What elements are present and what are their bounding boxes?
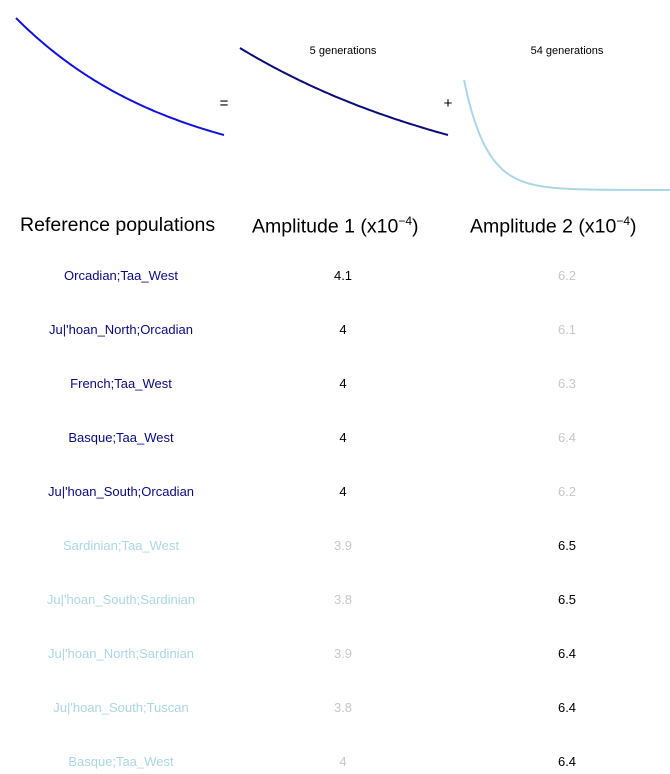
equals-sign: =	[219, 95, 229, 112]
population-name: Ju|'hoan_South;Tuscan	[53, 700, 189, 715]
component-2-decay-curve	[463, 79, 670, 191]
population-name: Ju|'hoan_South;Sardinian	[46, 592, 196, 607]
amplitude-2-header-close: )	[630, 215, 637, 238]
population-name: Ju|'hoan_North;Orcadian	[49, 322, 193, 337]
amplitude-1-value: 4	[339, 430, 347, 445]
amplitude-2-value: 6.2	[557, 484, 577, 499]
population-name: French;Taa_West	[70, 376, 172, 391]
amplitude-2-header: Amplitude 2 (x10−4)	[470, 214, 637, 239]
amplitude-2-value: 6.5	[557, 538, 577, 553]
amplitude-1-header-exponent: −4	[398, 214, 413, 228]
amplitude-1-value: 4	[339, 322, 347, 337]
component-1-label: 5 generations	[309, 45, 377, 57]
amplitude-2-value: 6.1	[557, 322, 577, 337]
amplitude-1-value: 3.9	[333, 646, 353, 661]
table-row: Basque;Taa_West 4 6.4	[0, 754, 670, 774]
amplitude-1-header-text: Amplitude 1 (x10	[252, 215, 399, 238]
amplitude-1-header-close: )	[412, 215, 419, 238]
reference-populations-header: Reference populations	[20, 214, 216, 236]
total-decay-curve	[15, 17, 225, 136]
table-row: Ju|'hoan_North;Orcadian 4 6.1	[0, 322, 670, 342]
amplitude-2-value: 6.3	[557, 376, 577, 391]
table-row: French;Taa_West 4 6.3	[0, 376, 670, 396]
population-name: Basque;Taa_West	[68, 754, 174, 769]
population-name: Ju|'hoan_North;Sardinian	[47, 646, 195, 661]
table-row: Ju|'hoan_South;Tuscan 3.8 6.4	[0, 700, 670, 720]
amplitude-2-value: 6.4	[557, 646, 577, 661]
table-row: Ju|'hoan_South;Orcadian 4 6.2	[0, 484, 670, 504]
table-row: Basque;Taa_West 4 6.4	[0, 430, 670, 450]
table-row: Ju|'hoan_North;Sardinian 3.9 6.4	[0, 646, 670, 666]
amplitude-1-value: 4	[339, 376, 347, 391]
population-name: Basque;Taa_West	[68, 430, 174, 445]
component-2-label: 54 generations	[530, 45, 604, 57]
amplitude-1-header: Amplitude 1 (x10−4)	[252, 214, 419, 239]
decay-curves-panel	[15, 17, 670, 191]
table-row: Orcadian;Taa_West 4.1 6.2	[0, 268, 670, 288]
amplitude-2-value: 6.4	[557, 700, 577, 715]
amplitude-1-value: 3.9	[333, 538, 353, 553]
amplitude-2-header-exponent: −4	[616, 214, 631, 228]
amplitude-2-value: 6.4	[557, 754, 577, 769]
table-row: Sardinian;Taa_West 3.9 6.5	[0, 538, 670, 558]
amplitude-2-value: 6.2	[557, 268, 577, 283]
component-1-decay-curve	[239, 47, 449, 136]
amplitude-1-value: 3.8	[333, 700, 353, 715]
table-row: Ju|'hoan_South;Sardinian 3.8 6.5	[0, 592, 670, 612]
amplitude-2-value: 6.5	[557, 592, 577, 607]
population-name: Orcadian;Taa_West	[64, 268, 178, 283]
amplitude-1-value: 4.1	[333, 268, 353, 283]
amplitude-1-value: 3.8	[333, 592, 353, 607]
amplitude-2-header-text: Amplitude 2 (x10	[470, 215, 617, 238]
plus-sign: +	[443, 95, 453, 112]
amplitude-1-value: 4	[339, 754, 347, 769]
population-name: Ju|'hoan_South;Orcadian	[47, 484, 195, 499]
amplitude-1-value: 4	[339, 484, 347, 499]
amplitude-2-value: 6.4	[557, 430, 577, 445]
population-name: Sardinian;Taa_West	[62, 538, 180, 553]
